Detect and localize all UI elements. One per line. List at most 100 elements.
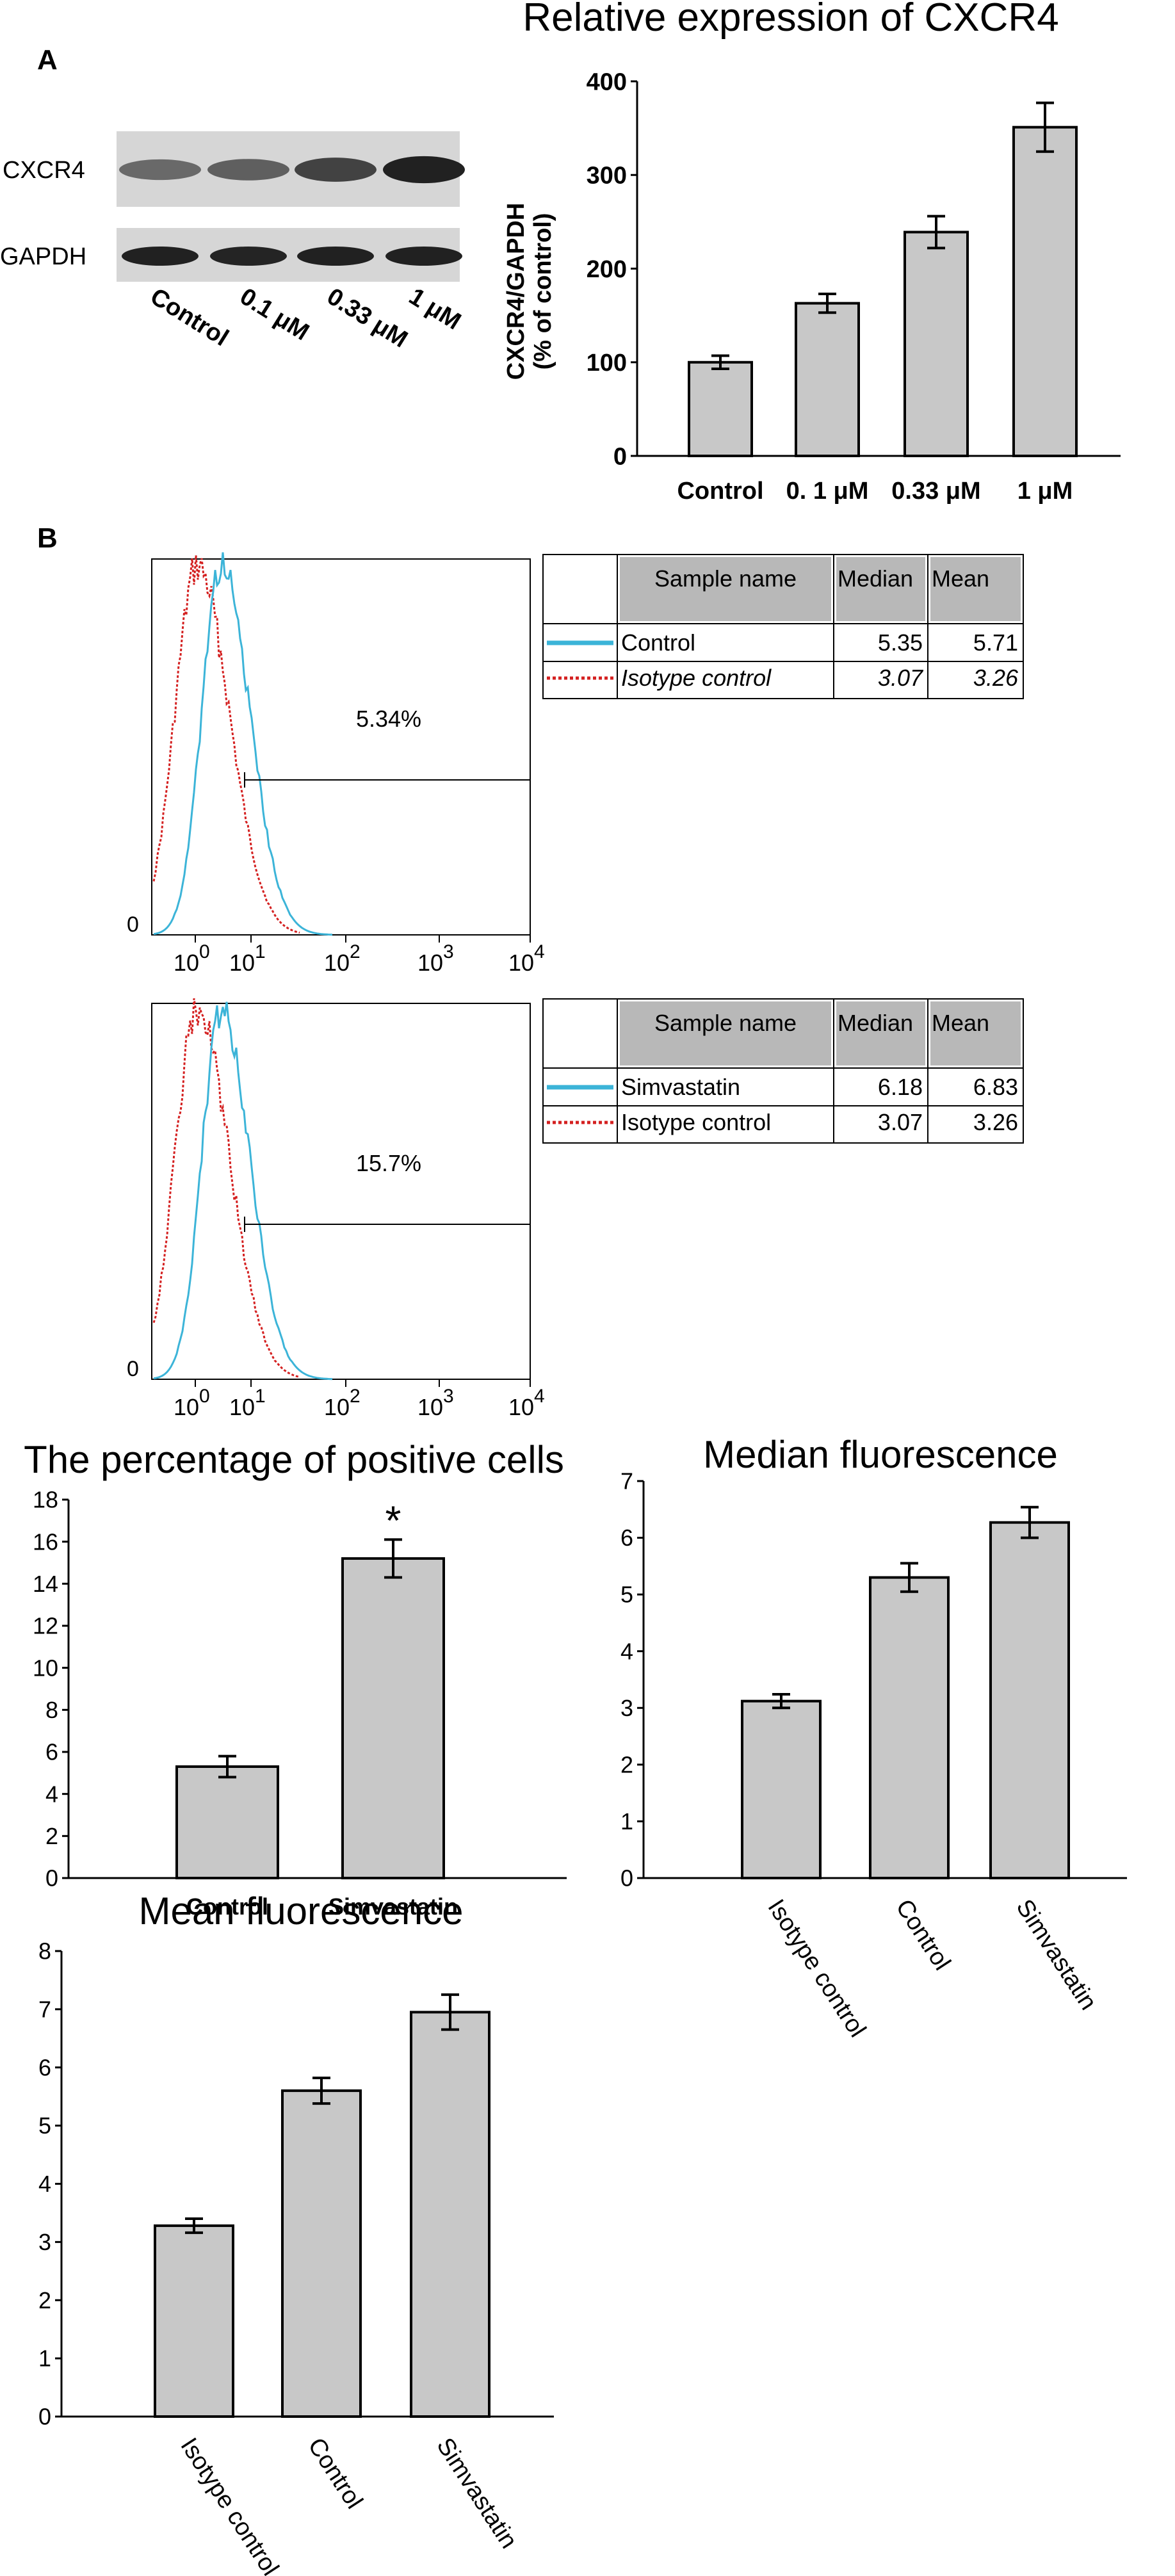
table-cell-median: 3.07 <box>878 1109 923 1135</box>
y-tick-label: 7 <box>38 1996 51 2022</box>
blot-band-gapdh <box>122 247 199 266</box>
x-tick-label: Control <box>302 2433 368 2514</box>
table-cell-mean: 5.71 <box>973 629 1018 656</box>
blot-band-cxcr4 <box>207 159 289 181</box>
sample-curve <box>153 552 333 936</box>
table-header: Sample name <box>654 1010 797 1036</box>
blot-lane-label: 0.1 μM <box>235 283 314 346</box>
y-tick-label: 6 <box>620 1525 633 1551</box>
chart-title: Relative expression of CXCR4 <box>523 0 1058 40</box>
bar <box>989 1521 1070 1880</box>
y-tick-label: 5 <box>620 1582 633 1608</box>
x-tick-label: 102 <box>324 941 361 976</box>
y-tick-label: 6 <box>38 2054 51 2080</box>
panel-b-label: B <box>37 522 58 554</box>
y-tick-label: 100 <box>587 350 627 377</box>
blot-lane-label: 1 μM <box>404 283 466 336</box>
table-cell-name: Control <box>621 629 695 656</box>
significance-marker: * <box>385 1497 401 1543</box>
bar <box>1012 126 1078 458</box>
y-tick-label: 0 <box>45 1865 58 1891</box>
y-axis-label-line1: CXCR4/GAPDH <box>503 203 530 380</box>
y-tick-label: 3 <box>620 1695 633 1721</box>
x-tick-label: 102 <box>324 1386 361 1420</box>
y-tick-label: 1 <box>620 1808 633 1835</box>
x-tick-label: Isotype control <box>762 1895 871 2042</box>
x-tick-label: 103 <box>417 941 454 976</box>
sample-curve <box>153 1001 333 1381</box>
y-tick-label: 0 <box>613 443 627 470</box>
chart-median-fluorescence: Median fluorescence 0 1 2 3 4 5 6 7 Isotype cont… <box>620 1433 1127 2042</box>
table-cell-mean: 3.26 <box>973 665 1019 691</box>
y-tick-label: 3 <box>38 2229 51 2255</box>
table-cell-median: 6.18 <box>878 1074 923 1100</box>
gate-percent: 15.7% <box>356 1150 421 1176</box>
table-header: Median <box>838 1010 913 1036</box>
x-tick-label: Isotype control <box>175 2433 284 2576</box>
table-header-cell <box>930 557 1021 621</box>
y-tick-label: 400 <box>587 69 627 95</box>
y-tick-label: 2 <box>45 1823 58 1849</box>
table-cell-median: 5.35 <box>878 629 923 656</box>
panel-a-label: A <box>37 44 58 76</box>
blot-label-cxcr4: CXCR4 <box>3 157 85 184</box>
chart-title: Median fluorescence <box>703 1433 1058 1476</box>
blot-band-gapdh <box>297 247 374 266</box>
x-tick-label: 100 <box>174 941 210 976</box>
y-tick-label: 200 <box>587 256 627 283</box>
x-tick-label: 103 <box>417 1386 454 1420</box>
table-frame <box>542 998 1024 1144</box>
y-axis-label-line2: (% of control) <box>530 213 556 370</box>
table-header: Sample name <box>654 565 797 592</box>
plot-frame <box>151 1003 531 1380</box>
chart-title: Mean fluorescence <box>139 1890 464 1932</box>
blot-band-gapdh <box>210 247 287 266</box>
x-tick-label: 104 <box>508 1386 545 1420</box>
table-header-cell <box>836 557 925 621</box>
chart-mean-fluorescence: Mean fluorescence 0 1 2 3 4 5 6 7 8 Isotype contr… <box>38 1890 554 2576</box>
y-zero-label: 0 <box>127 1357 139 1381</box>
y-tick-label: 6 <box>45 1739 58 1765</box>
y-tick-label: 300 <box>587 163 627 190</box>
chart-relative-expression: Relative expression of CXCR4 CXCR4/GAPDH… <box>503 0 1121 505</box>
table-header: Mean <box>932 1010 989 1036</box>
plot-frame <box>151 558 531 936</box>
x-tick-label: 0.33 μM <box>891 478 980 505</box>
y-tick-label: 4 <box>620 1638 633 1664</box>
bar <box>341 1557 445 1880</box>
x-tick-label: Simvastatin <box>328 1893 458 1920</box>
blot-band-cxcr4 <box>383 156 465 184</box>
table-header-cell <box>620 557 831 621</box>
x-tick-label: Control <box>186 1893 268 1920</box>
blot-label-gapdh: GAPDH <box>0 243 86 270</box>
y-tick-label: 5 <box>38 2112 51 2139</box>
y-tick-label: 2 <box>620 1751 633 1778</box>
table-header: Mean <box>932 565 989 592</box>
chart-title: The percentage of positive cells <box>24 1438 564 1481</box>
bar <box>795 302 860 457</box>
bar <box>410 2011 490 2418</box>
y-tick-label: 18 <box>33 1487 58 1513</box>
bar <box>154 2224 234 2418</box>
x-tick-label: Control <box>890 1895 955 1975</box>
table-frame <box>542 554 1024 699</box>
flow-histogram-bottom: 100 101 102 103 104 0 15.7% <box>127 998 545 1420</box>
y-tick-label: 10 <box>33 1655 58 1681</box>
blot-lane-label: Control <box>145 283 233 352</box>
bar <box>741 1699 822 1880</box>
x-tick-label: 101 <box>229 941 266 976</box>
blot-band-cxcr4 <box>295 158 377 182</box>
bar <box>904 231 969 457</box>
table-header-cell <box>930 1001 1021 1065</box>
x-tick-label: 1 μM <box>1017 478 1073 505</box>
blot-band-gapdh <box>385 247 462 266</box>
chart-positive-cells: The percentage of positive cells 0 2 4 6 8 10… <box>24 1438 567 1920</box>
isotype-curve <box>152 998 300 1379</box>
blot-lane-label: 0.33 μM <box>322 283 412 353</box>
x-tick-label: Simvastatin <box>431 2433 522 2554</box>
flow-table-top: Sample name Median Mean Control 5.35 5.71 Isot… <box>542 554 1024 699</box>
table-cell-name: Simvastatin <box>621 1074 740 1100</box>
bar <box>688 360 753 457</box>
table-header: Median <box>838 565 913 592</box>
